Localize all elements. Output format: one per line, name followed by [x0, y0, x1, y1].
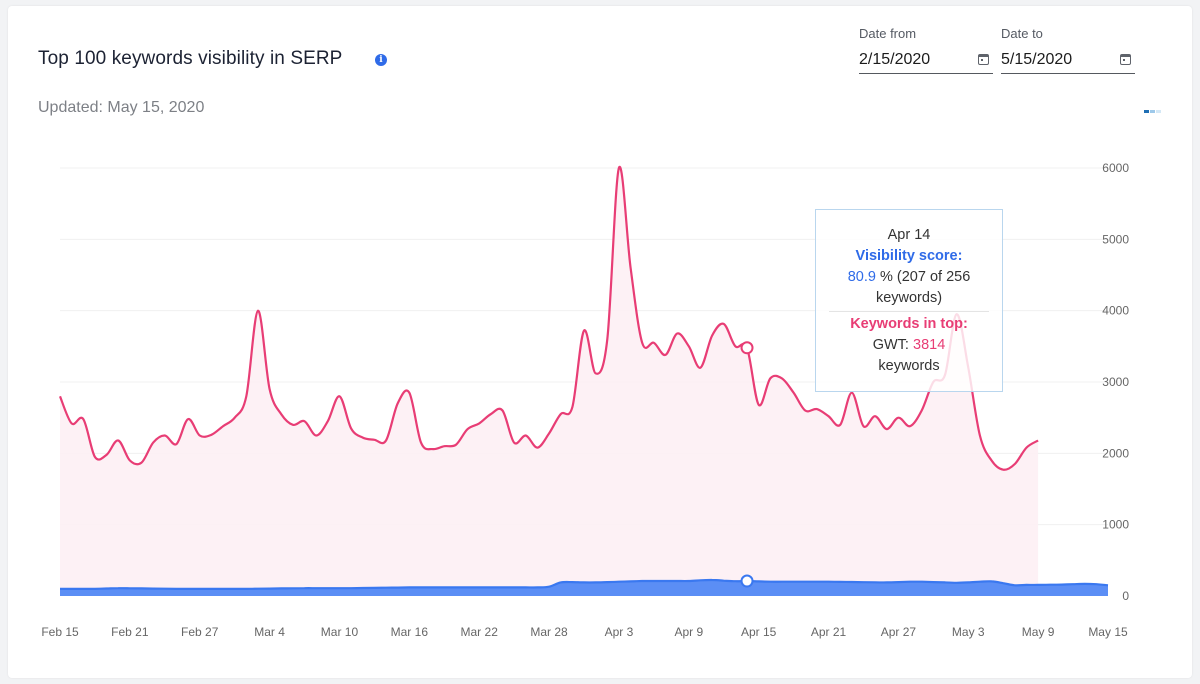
y-tick-label: 2000 — [1102, 446, 1129, 460]
x-tick-label: Mar 10 — [321, 625, 359, 639]
tooltip-visibility-suffix: % (207 of 256 — [875, 269, 971, 285]
x-tick-label: Feb 27 — [181, 625, 219, 639]
calendar-icon[interactable] — [1120, 54, 1131, 65]
x-tick-label: Apr 15 — [741, 625, 777, 639]
legend-dot[interactable] — [1144, 110, 1149, 113]
x-tick-label: Apr 21 — [811, 625, 847, 639]
tooltip-keywords-prefix: GWT: — [872, 337, 913, 353]
chart-title: Top 100 keywords visibility in SERP — [38, 48, 343, 69]
calendar-icon[interactable] — [978, 54, 989, 65]
date-from-input[interactable]: 2/15/2020 — [859, 47, 993, 74]
date-to-group: Date to 5/15/2020 — [1001, 26, 1135, 74]
tooltip-visibility-title: Visibility score: — [855, 248, 963, 264]
tooltip-date: Apr 14 — [887, 227, 931, 243]
tooltip-visibility-value: 80.9 — [847, 269, 876, 285]
legend-pager[interactable] — [1144, 110, 1164, 114]
x-tick-label: May 9 — [1022, 625, 1055, 639]
tooltip-keywords-value: 3814 — [913, 337, 946, 353]
date-to-input[interactable]: 5/15/2020 — [1001, 47, 1135, 74]
info-icon[interactable]: i — [375, 54, 387, 66]
x-tick-label: Feb 15 — [41, 625, 79, 639]
tooltip-keywords-title: Keywords in top: — [850, 316, 968, 332]
x-tick-label: Mar 22 — [461, 625, 499, 639]
tooltip-keywords-suffix: keywords — [878, 358, 940, 374]
x-tick-label: Mar 4 — [254, 625, 285, 639]
y-tick-label: 1000 — [1102, 518, 1129, 532]
date-from-value: 2/15/2020 — [859, 51, 931, 68]
x-tick-label: Mar 16 — [391, 625, 429, 639]
x-tick-label: Mar 28 — [530, 625, 568, 639]
tooltip-keywords-line: GWT: 3814 — [816, 335, 1002, 356]
date-from-group: Date from 2/15/2020 — [859, 26, 993, 74]
y-tick-label: 6000 — [1102, 161, 1129, 175]
keywords-highlight-point — [740, 341, 754, 355]
date-to-label: Date to — [1001, 26, 1043, 41]
x-tick-label: Feb 21 — [111, 625, 149, 639]
tooltip-divider — [829, 311, 989, 312]
updated-date: Updated: May 15, 2020 — [38, 99, 205, 116]
tooltip-visibility-line: 80.9 % (207 of 256 — [816, 267, 1002, 288]
x-tick-label: Apr 3 — [605, 625, 634, 639]
y-tick-label: 0 — [1122, 589, 1129, 603]
legend-dot[interactable] — [1156, 110, 1161, 113]
legend-dot[interactable] — [1150, 110, 1155, 113]
x-tick-label: Apr 9 — [674, 625, 703, 639]
y-tick-label: 5000 — [1102, 232, 1129, 246]
visibility-series-line — [60, 578, 1109, 591]
y-tick-label: 4000 — [1102, 304, 1129, 318]
visibility-series-area — [60, 579, 1108, 596]
date-to-value: 5/15/2020 — [1001, 51, 1073, 68]
chart-tooltip: Apr 14 Visibility score: 80.9 % (207 of … — [815, 209, 1003, 392]
x-tick-label: Apr 27 — [881, 625, 917, 639]
keywords-series-line — [58, 165, 1039, 471]
y-tick-label: 3000 — [1102, 375, 1129, 389]
visibility-highlight-point — [740, 574, 754, 588]
x-tick-label: May 15 — [1088, 625, 1128, 639]
tooltip-visibility-suffix2: keywords) — [875, 290, 943, 306]
keywords-series-area — [60, 166, 1039, 596]
date-from-label: Date from — [859, 26, 917, 41]
x-tick-label: May 3 — [952, 625, 985, 639]
